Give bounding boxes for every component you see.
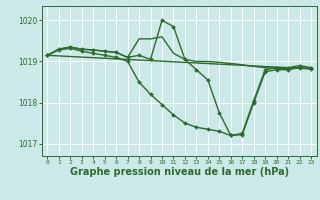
X-axis label: Graphe pression niveau de la mer (hPa): Graphe pression niveau de la mer (hPa) <box>70 167 289 177</box>
